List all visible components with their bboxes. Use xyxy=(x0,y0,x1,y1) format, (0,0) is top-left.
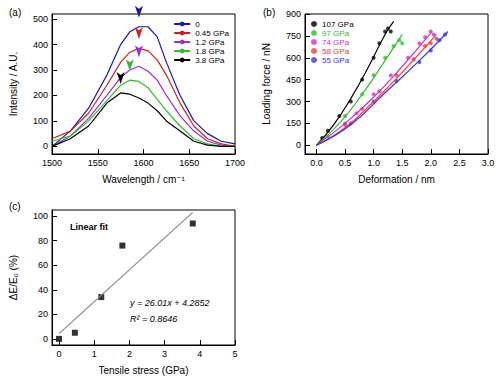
svg-text:ΔE/E₀ (%): ΔE/E₀ (%) xyxy=(8,255,19,300)
svg-text:1650: 1650 xyxy=(179,158,199,168)
svg-text:0: 0 xyxy=(43,334,48,344)
svg-text:1550: 1550 xyxy=(88,158,108,168)
svg-text:0: 0 xyxy=(43,141,48,151)
svg-text:100: 100 xyxy=(33,116,48,126)
svg-text:Linear fit: Linear fit xyxy=(70,222,108,232)
svg-text:600: 600 xyxy=(286,53,301,63)
svg-text:20: 20 xyxy=(38,309,48,319)
svg-text:5: 5 xyxy=(232,349,237,359)
svg-text:450: 450 xyxy=(286,75,301,85)
svg-text:0: 0 xyxy=(57,349,62,359)
svg-text:60: 60 xyxy=(38,260,48,270)
svg-text:1: 1 xyxy=(92,349,97,359)
svg-text:2.0: 2.0 xyxy=(425,158,438,168)
svg-text:Loading force / nN: Loading force / nN xyxy=(261,43,272,125)
svg-text:(c): (c) xyxy=(9,201,21,212)
svg-text:Deformation / nm: Deformation / nm xyxy=(358,174,435,185)
svg-text:80: 80 xyxy=(38,236,48,246)
svg-text:2: 2 xyxy=(127,349,132,359)
svg-text:0: 0 xyxy=(195,20,200,29)
svg-text:300: 300 xyxy=(33,65,48,75)
svg-text:107 GPa: 107 GPa xyxy=(322,20,354,29)
svg-text:0.0: 0.0 xyxy=(310,158,323,168)
svg-text:y = 26.01x + 4.2852: y = 26.01x + 4.2852 xyxy=(129,298,210,308)
svg-text:300: 300 xyxy=(286,97,301,107)
svg-text:1.5: 1.5 xyxy=(396,158,409,168)
svg-text:1700: 1700 xyxy=(225,158,245,168)
svg-text:1.0: 1.0 xyxy=(367,158,380,168)
svg-text:3.8 GPa: 3.8 GPa xyxy=(195,56,225,65)
svg-text:0: 0 xyxy=(296,140,301,150)
svg-text:1.2 GPa: 1.2 GPa xyxy=(195,38,225,47)
svg-text:1500: 1500 xyxy=(42,158,62,168)
svg-text:1600: 1600 xyxy=(133,158,153,168)
svg-text:0.45 GPa: 0.45 GPa xyxy=(195,29,229,38)
svg-text:100: 100 xyxy=(33,211,48,221)
svg-text:400: 400 xyxy=(33,40,48,50)
svg-text:97 GPa: 97 GPa xyxy=(322,29,350,38)
svg-text:58 GPa: 58 GPa xyxy=(322,47,350,56)
svg-text:55 GPa: 55 GPa xyxy=(322,56,350,65)
svg-text:2.5: 2.5 xyxy=(453,158,466,168)
svg-text:40: 40 xyxy=(38,285,48,295)
svg-text:Intensity / A.U.: Intensity / A.U. xyxy=(8,52,19,116)
svg-text:Wavelength / cm⁻¹: Wavelength / cm⁻¹ xyxy=(102,174,185,185)
svg-text:200: 200 xyxy=(33,90,48,100)
svg-text:Tensile stress (GPa): Tensile stress (GPa) xyxy=(98,365,188,376)
svg-text:900: 900 xyxy=(286,9,301,19)
svg-text:1.8 GPa: 1.8 GPa xyxy=(195,47,225,56)
svg-text:74 GPa: 74 GPa xyxy=(322,38,350,47)
svg-text:500: 500 xyxy=(33,14,48,24)
svg-text:(b): (b) xyxy=(263,7,275,18)
svg-text:4: 4 xyxy=(197,349,202,359)
svg-text:150: 150 xyxy=(286,118,301,128)
svg-text:750: 750 xyxy=(286,31,301,41)
svg-text:3: 3 xyxy=(162,349,167,359)
svg-text:0.5: 0.5 xyxy=(339,158,352,168)
svg-text:R² = 0.8646: R² = 0.8646 xyxy=(130,314,177,324)
svg-text:3.0: 3.0 xyxy=(482,158,495,168)
svg-text:(a): (a) xyxy=(9,7,21,18)
